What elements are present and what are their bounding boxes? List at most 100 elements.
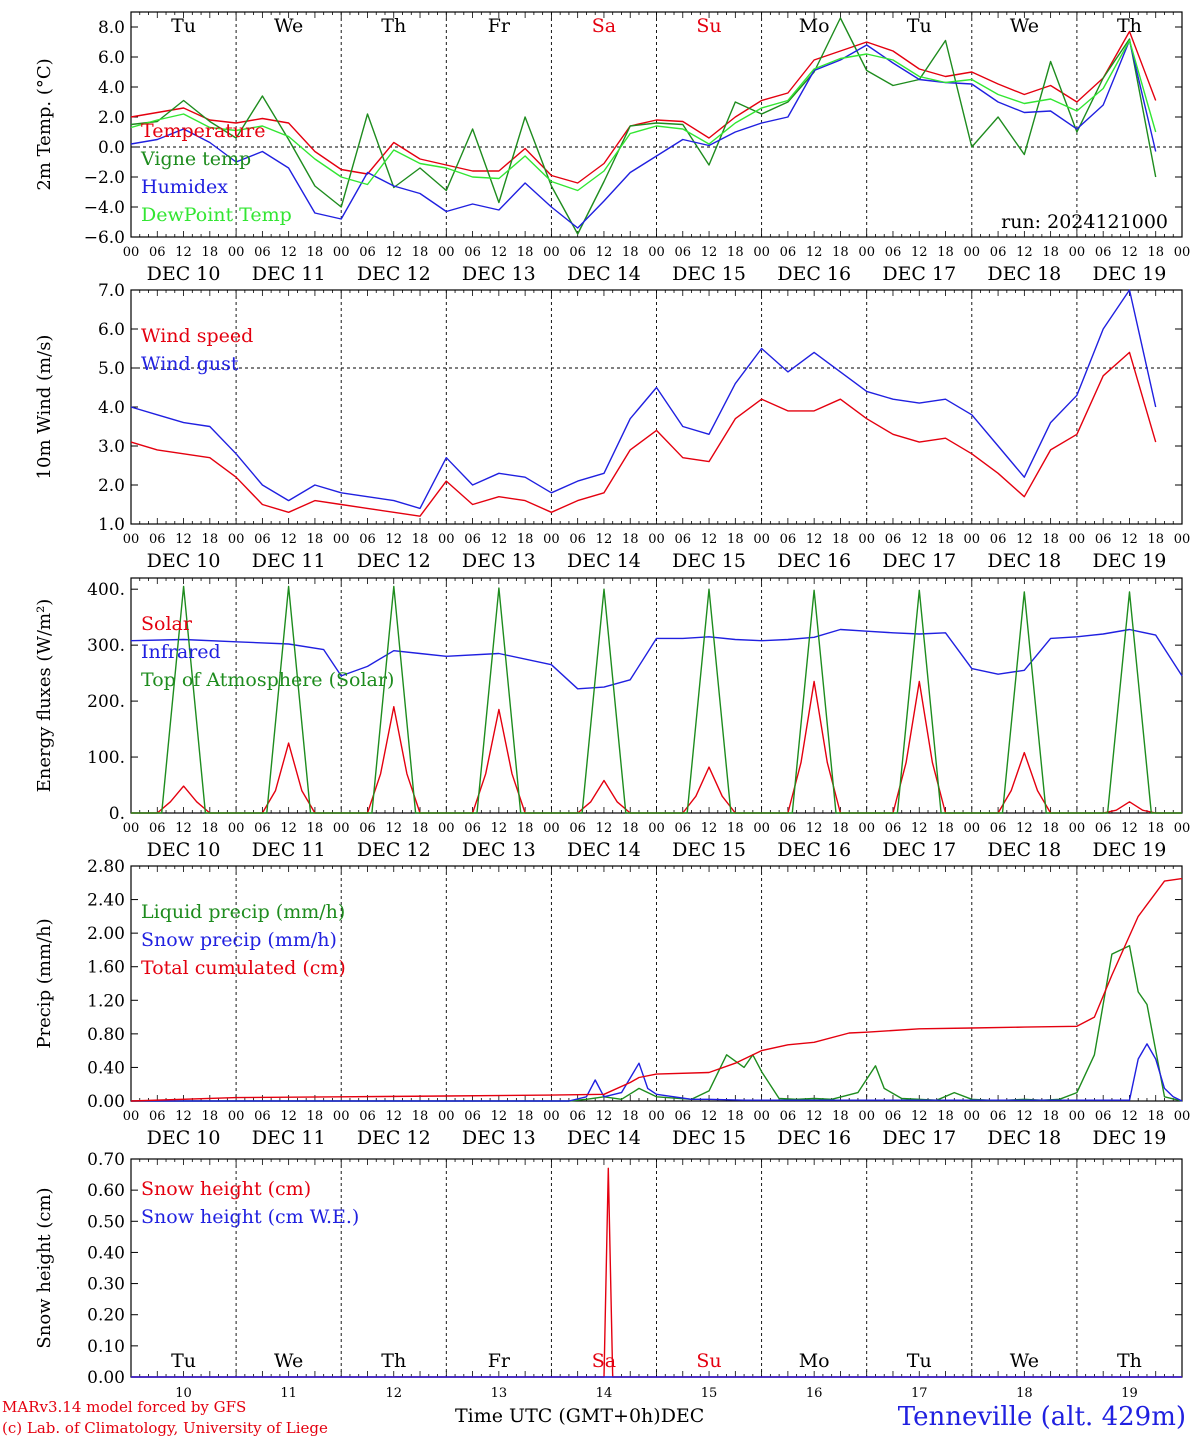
hour-tick-label: 06	[149, 821, 166, 836]
date-label: DEC 11	[252, 263, 326, 285]
hour-tick-label: 18	[412, 1109, 429, 1124]
hour-tick-label: 06	[990, 245, 1007, 260]
y-tick-label: 0.00	[87, 1368, 125, 1388]
weekday-label: Th	[381, 1350, 406, 1372]
hour-tick-label: 00	[228, 245, 245, 260]
y-tick-label: 0.70	[87, 1150, 125, 1170]
hour-tick-label: 06	[359, 532, 376, 547]
hour-tick-label: 18	[307, 1109, 324, 1124]
series-line-1	[131, 945, 1183, 1102]
y-tick-label: 8.0	[98, 18, 125, 38]
date-label: DEC 17	[882, 839, 956, 861]
y-tick-label: −4.0	[84, 198, 125, 218]
hour-tick-label: 12	[701, 245, 718, 260]
legend-entry: Solar	[141, 613, 193, 635]
series-line-4	[130, 39, 1157, 192]
hour-tick-label: 18	[307, 245, 324, 260]
hour-tick-label: 12	[806, 821, 823, 836]
hour-tick-label: 18	[517, 821, 534, 836]
y-tick-label: 4.0	[98, 398, 125, 418]
hour-tick-label: 06	[885, 1109, 902, 1124]
day-number-label: 10	[175, 1386, 192, 1401]
date-label: DEC 19	[1093, 263, 1167, 285]
date-label: DEC 13	[462, 839, 536, 861]
run-label: run: 2024121000	[1001, 211, 1168, 233]
hour-tick-label: 18	[622, 821, 639, 836]
series-line-3	[130, 877, 1183, 1102]
hour-tick-label: 06	[569, 1109, 586, 1124]
date-label: DEC 15	[672, 550, 746, 572]
hour-tick-label: 00	[858, 821, 875, 836]
y-tick-label: 400.	[87, 580, 125, 600]
chart-panel-5: 0.00 0.10 0.20 0.30 0.40 0.50 0.60 0.70 Snow hei…	[34, 1150, 1183, 1401]
date-label: DEC 18	[987, 550, 1061, 572]
hour-tick-label: 00	[858, 532, 875, 547]
hour-tick-label: 12	[175, 532, 192, 547]
day-number-label: 18	[1016, 1386, 1033, 1401]
hour-tick-label: 18	[1147, 1109, 1164, 1124]
y-tick-label: 2.40	[87, 891, 125, 911]
hour-tick-label: 12	[1121, 245, 1138, 260]
day-number-label: 16	[806, 1386, 823, 1401]
hour-tick-label: 12	[491, 245, 508, 260]
hour-tick-label: 06	[885, 245, 902, 260]
date-label: DEC 13	[462, 1127, 536, 1149]
y-tick-label: 2.00	[87, 924, 125, 944]
hour-tick-label: 12	[596, 532, 613, 547]
weekday-label: Mo	[799, 15, 830, 37]
hour-tick-label: 06	[675, 821, 692, 836]
station-label: Tenneville (alt. 429m)	[897, 1402, 1186, 1432]
hour-tick-label: 18	[1042, 245, 1059, 260]
hour-tick-label: 00	[123, 532, 140, 547]
hour-tick-label: 06	[675, 1109, 692, 1124]
chart-panel-4: 0.00 0.40 0.80 1.20 1.60 2.00 2.40 2.80 Precip (…	[34, 857, 1190, 1149]
hour-tick-label: 18	[202, 821, 219, 836]
date-label: DEC 19	[1093, 839, 1167, 861]
hour-tick-label: 00	[228, 821, 245, 836]
hour-tick-label: 00	[1069, 532, 1086, 547]
weekday-label: Sa	[592, 15, 616, 37]
y-tick-label: 4.0	[98, 78, 125, 98]
hour-tick-label: 12	[1016, 821, 1033, 836]
hour-tick-label: 00	[333, 1109, 350, 1124]
legend-entry: Infrared	[141, 641, 221, 663]
hour-tick-label: 12	[911, 821, 928, 836]
day-number-label: 11	[280, 1386, 297, 1401]
y-tick-label: 0.20	[87, 1306, 125, 1326]
hour-tick-label: 12	[385, 1109, 402, 1124]
hour-tick-label: 12	[806, 532, 823, 547]
y-tick-label: 5.0	[98, 359, 125, 379]
hour-tick-label: 12	[491, 532, 508, 547]
hour-tick-label: 12	[385, 532, 402, 547]
hour-tick-label: 12	[491, 1109, 508, 1124]
hour-tick-label: 00	[333, 821, 350, 836]
hour-tick-label: 00	[543, 821, 560, 836]
hour-tick-label: 12	[385, 245, 402, 260]
hour-tick-label: 00	[1069, 1109, 1086, 1124]
hour-tick-label: 18	[622, 532, 639, 547]
hour-tick-label: 00	[438, 245, 455, 260]
date-label: DEC 11	[252, 1127, 326, 1149]
hour-tick-label: 18	[517, 245, 534, 260]
date-label: DEC 11	[252, 839, 326, 861]
weekday-label: Fr	[488, 15, 511, 37]
y-axis-label: Energy fluxes (W/m²)	[34, 599, 55, 793]
x-axis-month: DEC	[660, 1405, 705, 1427]
hour-tick-label: 12	[701, 821, 718, 836]
hour-tick-label: 12	[911, 532, 928, 547]
date-label: DEC 13	[462, 550, 536, 572]
legend-entry: Liquid precip (mm/h)	[141, 901, 345, 923]
date-label: DEC 17	[882, 263, 956, 285]
hour-tick-label: 18	[517, 1109, 534, 1124]
y-axis-label: 10m Wind (m/s)	[34, 335, 55, 480]
date-label: DEC 10	[147, 839, 221, 861]
y-tick-label: 0.30	[87, 1275, 125, 1295]
hour-tick-label: 00	[333, 532, 350, 547]
date-label: DEC 17	[882, 1127, 956, 1149]
chart-panel-3: 0. 100. 200. 300. 400. Energy fluxes (W/m²) So…	[34, 577, 1190, 861]
hour-tick-label: 12	[175, 1109, 192, 1124]
hour-tick-label: 06	[990, 1109, 1007, 1124]
hour-tick-label: 18	[832, 1109, 849, 1124]
date-label: DEC 10	[147, 550, 221, 572]
